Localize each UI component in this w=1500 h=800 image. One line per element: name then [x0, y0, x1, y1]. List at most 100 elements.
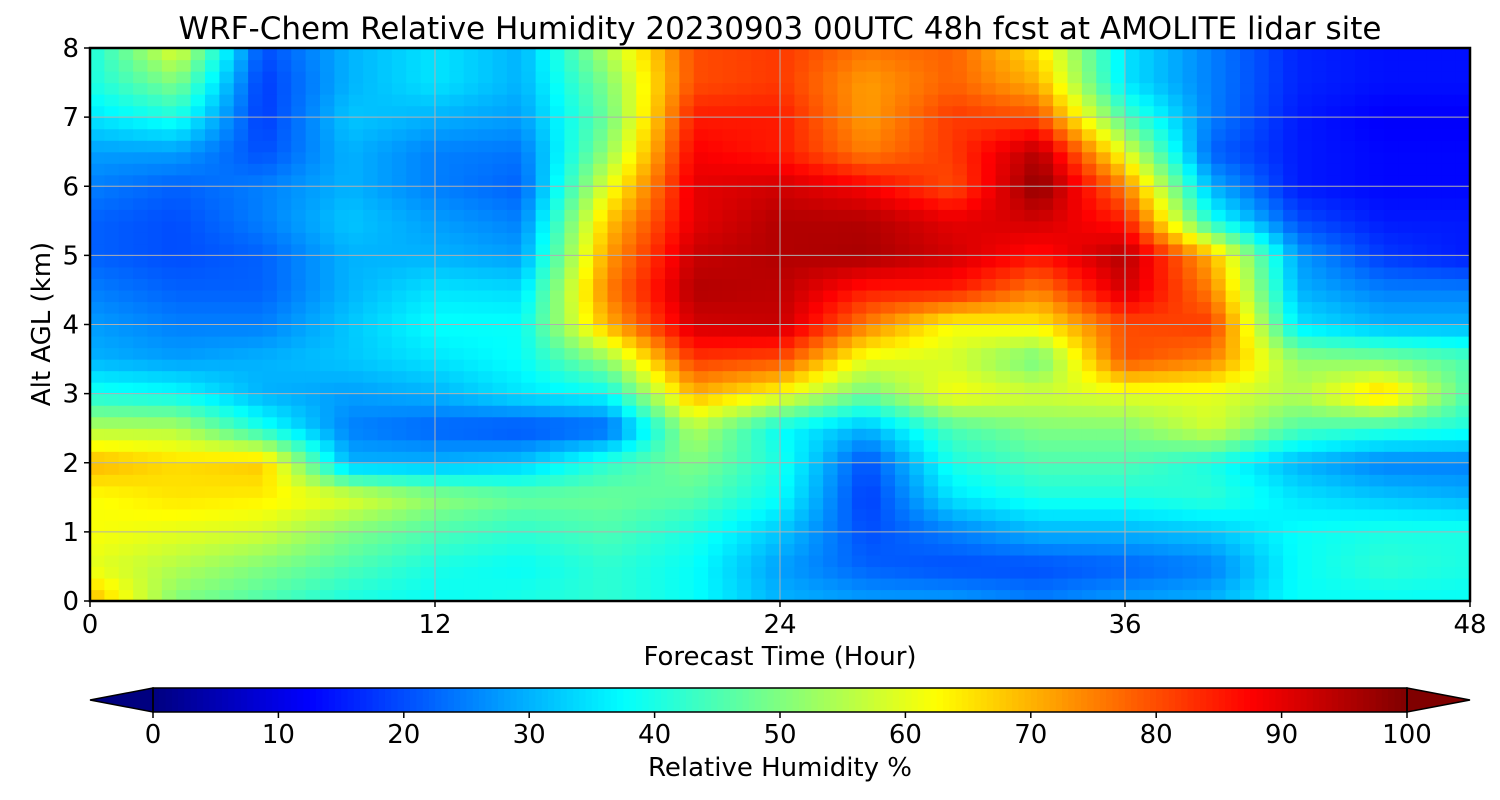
heatmap-cell	[578, 128, 594, 141]
heatmap-cell	[1426, 359, 1442, 372]
heatmap-cell	[679, 531, 695, 544]
heatmap-cell	[665, 439, 680, 452]
heatmap-cell	[161, 393, 177, 406]
heatmap-cell	[1412, 566, 1428, 579]
heatmap-cell	[578, 589, 594, 602]
heatmap-cell	[880, 554, 896, 568]
heatmap-cell	[1283, 382, 1299, 395]
heatmap-cell	[348, 416, 364, 429]
heatmap-cell	[981, 370, 997, 383]
heatmap-cell	[248, 474, 264, 487]
heatmap-cell	[190, 508, 206, 521]
heatmap-cell	[1081, 232, 1097, 245]
heatmap-cell	[147, 359, 163, 372]
heatmap-cell	[1340, 370, 1356, 383]
heatmap-cell	[118, 416, 134, 429]
heatmap-cell	[765, 485, 781, 498]
heatmap-cell	[190, 94, 206, 107]
heatmap-cell	[909, 520, 925, 533]
heatmap-cell	[650, 48, 666, 61]
heatmap-cell	[995, 278, 1011, 291]
heatmap-cell	[1182, 451, 1198, 464]
heatmap-cell	[406, 209, 422, 222]
heatmap-cell	[262, 140, 278, 153]
heatmap-cell	[1225, 439, 1241, 452]
heatmap-cell	[1326, 266, 1342, 280]
heatmap-cell	[607, 48, 623, 61]
heatmap-cell	[90, 151, 105, 164]
heatmap-cell	[880, 405, 896, 418]
heatmap-cell	[981, 94, 997, 107]
heatmap-cell	[866, 508, 882, 521]
heatmap-cell	[1153, 347, 1169, 360]
heatmap-cell	[1081, 497, 1097, 510]
heatmap-cell	[1196, 428, 1212, 441]
heatmap-cell	[535, 232, 551, 245]
heatmap-cell	[535, 416, 551, 429]
heatmap-cell	[751, 289, 767, 303]
heatmap-cell	[765, 543, 781, 556]
heatmap-cell	[1010, 336, 1025, 349]
heatmap-cell	[1139, 94, 1155, 107]
heatmap-cell	[895, 324, 910, 337]
heatmap-cell	[1311, 336, 1327, 349]
heatmap-cell	[952, 105, 968, 118]
heatmap-cell	[780, 462, 795, 475]
heatmap-cell	[219, 289, 235, 303]
heatmap-cell	[966, 278, 982, 291]
heatmap-cell	[1024, 370, 1040, 383]
heatmap-cell	[1283, 370, 1299, 383]
heatmap-cell	[176, 347, 192, 360]
heatmap-cell	[866, 140, 882, 153]
heatmap-cell	[1139, 71, 1155, 84]
heatmap-cell	[593, 71, 609, 84]
heatmap-cell	[1455, 577, 1471, 591]
heatmap-cell	[1139, 151, 1155, 164]
heatmap-cell	[320, 497, 335, 510]
heatmap-cell	[1311, 462, 1327, 475]
heatmap-cell	[607, 255, 623, 268]
colorbar-tick-label: 0	[145, 720, 162, 750]
heatmap-cell	[1168, 554, 1184, 568]
heatmap-cell	[363, 174, 379, 187]
colorbar-step	[1143, 688, 1151, 712]
heatmap-cell	[506, 543, 522, 556]
heatmap-cell	[550, 428, 565, 441]
heatmap-cell	[1081, 243, 1097, 256]
heatmap-cell	[1355, 554, 1370, 568]
heatmap-cell	[291, 59, 307, 72]
heatmap-cell	[966, 589, 982, 602]
heatmap-cell	[794, 485, 810, 498]
heatmap-cell	[938, 554, 954, 568]
heatmap-cell	[133, 312, 149, 326]
heatmap-cell	[1211, 255, 1227, 268]
heatmap-cell	[248, 439, 264, 452]
heatmap-cell	[176, 174, 192, 187]
heatmap-cell	[1340, 128, 1356, 141]
heatmap-cell	[104, 347, 120, 360]
heatmap-cell	[492, 312, 508, 326]
heatmap-cell	[161, 474, 177, 487]
heatmap-cell	[190, 554, 206, 568]
colorbar-step	[817, 688, 825, 712]
heatmap-cell	[420, 554, 436, 568]
heatmap-cell	[363, 462, 379, 475]
heatmap-cell	[880, 520, 896, 533]
heatmap-cell	[722, 94, 738, 107]
heatmap-cell	[564, 393, 580, 406]
heatmap-cell	[1355, 428, 1370, 441]
heatmap-cell	[1038, 174, 1054, 187]
heatmap-cell	[665, 554, 680, 568]
heatmap-cell	[233, 163, 249, 176]
heatmap-cell	[320, 577, 335, 591]
heatmap-cell	[938, 370, 954, 383]
heatmap-cell	[449, 209, 465, 222]
heatmap-cell	[593, 232, 609, 245]
heatmap-cell	[1412, 197, 1428, 210]
heatmap-cell	[636, 382, 652, 395]
heatmap-cell	[478, 428, 494, 441]
heatmap-cell	[1412, 485, 1428, 498]
heatmap-cell	[1024, 82, 1040, 95]
heatmap-cell	[435, 485, 450, 498]
heatmap-cell	[751, 128, 767, 141]
